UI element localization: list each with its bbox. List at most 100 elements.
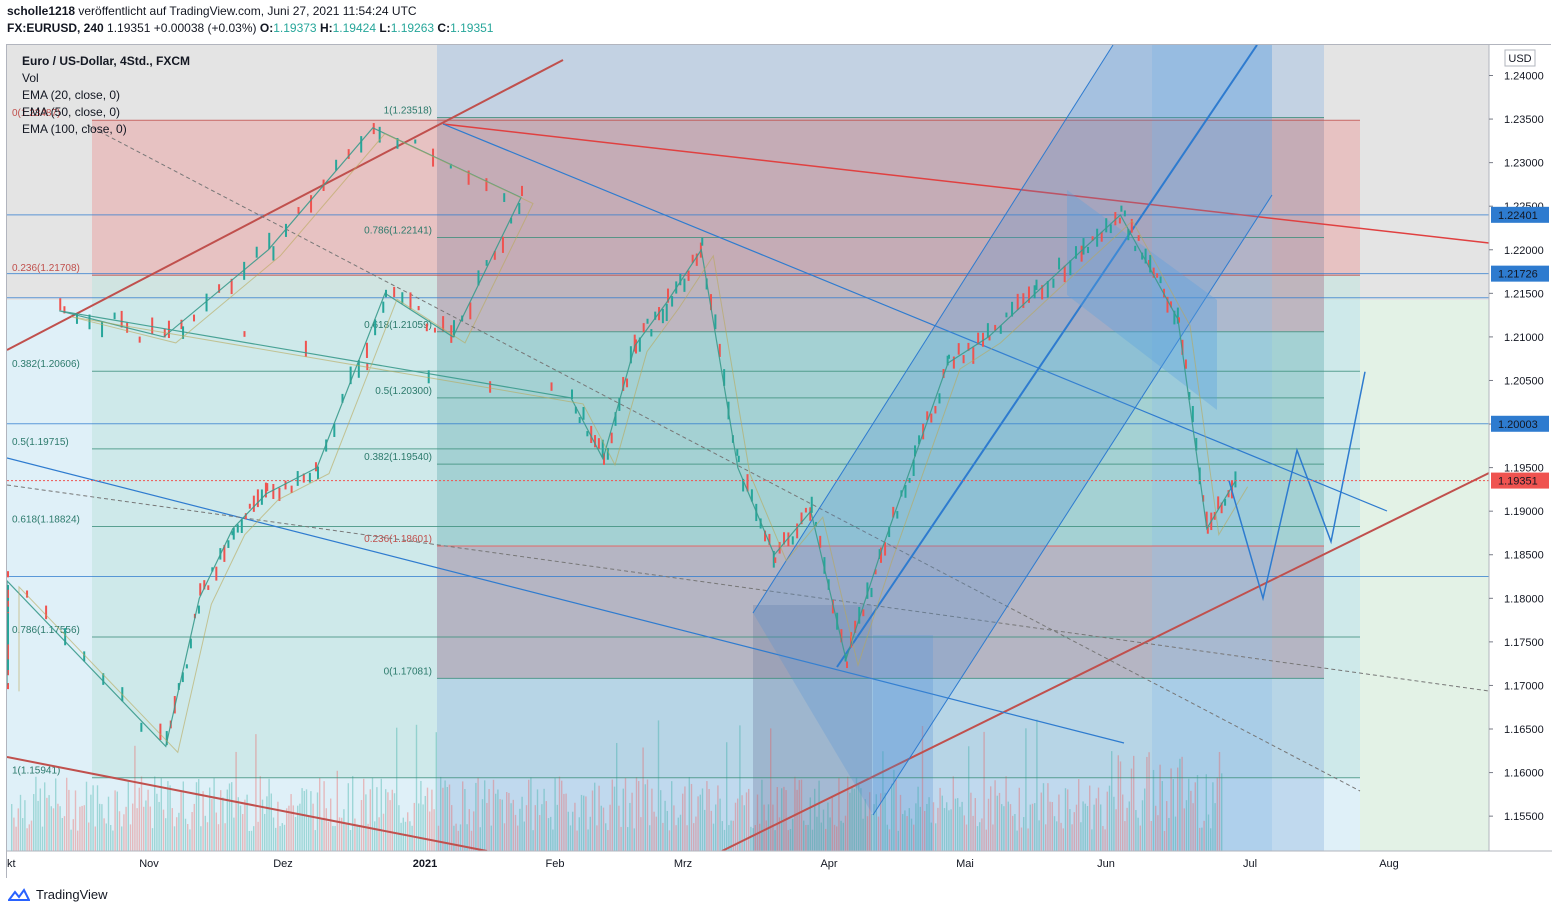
volume-bar (996, 795, 998, 851)
candle (230, 278, 233, 295)
volume-bar (1126, 807, 1128, 851)
volume-bar (198, 778, 200, 851)
candle (714, 314, 717, 330)
legend-ema100[interactable]: EMA (100, close, 0) (22, 122, 127, 136)
volume-bar (512, 799, 514, 851)
volume-bar (404, 821, 407, 851)
volume-bar (354, 818, 356, 851)
candle (1123, 210, 1126, 217)
candle (518, 202, 521, 215)
price-chart[interactable]: 0(1.23487) 0.236(1.21708) 0.382(1.20606) 0.… (7, 45, 1552, 879)
volume-bar (26, 828, 28, 851)
candle (102, 673, 105, 685)
volume-bar (286, 808, 288, 851)
volume-bar (1218, 751, 1221, 851)
candle (231, 531, 234, 536)
candle (772, 550, 775, 568)
candle (586, 431, 589, 437)
volume-bar (1049, 801, 1051, 851)
fib-left-label: 0.5(1.19715) (12, 437, 69, 448)
candle (650, 329, 653, 337)
candle (7, 600, 9, 610)
candle (7, 589, 9, 608)
candle (7, 641, 9, 651)
price-tick-label: 1.24000 (1504, 70, 1544, 82)
volume-bar (387, 792, 389, 851)
volume-bar (118, 811, 121, 851)
price-tick-label: 1.20500 (1504, 375, 1544, 387)
legend-ema50[interactable]: EMA (50, close, 0) (22, 105, 121, 119)
volume-bar (165, 818, 167, 851)
candle (710, 294, 713, 311)
date-tick-label: Nov (139, 858, 159, 870)
volume-bar (829, 817, 831, 851)
volume-bar (651, 788, 653, 851)
volume-bar (820, 822, 822, 851)
candle (746, 474, 749, 492)
volume-bar (270, 793, 272, 851)
volume-bar (756, 794, 759, 851)
volume-bar (464, 789, 466, 851)
volume-bar (710, 810, 712, 851)
volume-bar (550, 816, 552, 851)
tradingview-logo-icon[interactable] (8, 887, 30, 902)
volume-bar (624, 778, 627, 851)
legend-ema20[interactable]: EMA (20, close, 0) (22, 88, 121, 102)
candle (7, 683, 9, 690)
volume-bar (743, 805, 745, 851)
volume-bar (721, 821, 723, 851)
candle (810, 496, 813, 513)
volume-bar (1146, 756, 1148, 851)
candle (266, 483, 269, 492)
volume-bar (1207, 814, 1210, 851)
candle (64, 628, 67, 646)
candle (884, 542, 887, 556)
volume-bar (732, 820, 734, 851)
volume-bar (730, 820, 732, 851)
tradingview-brand[interactable]: TradingView (36, 887, 108, 902)
candle (948, 354, 950, 359)
volume-bar (1031, 803, 1034, 851)
candle (967, 342, 970, 351)
candle (550, 382, 553, 391)
candle (7, 659, 9, 670)
volume-bar (871, 814, 873, 851)
candle (296, 471, 299, 486)
candle (582, 407, 585, 420)
volume-bar (908, 808, 910, 851)
fib-left-label: 0(1.23487) (12, 108, 60, 119)
candle (1033, 285, 1036, 299)
candle (1178, 317, 1180, 323)
candle (646, 318, 649, 324)
volume-bar (154, 776, 156, 851)
volume-bar (1181, 756, 1183, 851)
volume-bar (310, 791, 312, 851)
author-name[interactable]: scholle1218 (7, 4, 76, 18)
falling-flag (1067, 190, 1217, 410)
volume-bar (149, 806, 151, 851)
candle (366, 362, 369, 371)
chart-frame[interactable]: 0(1.23487) 0.236(1.21708) 0.382(1.20606) 0.… (6, 44, 1552, 879)
date-tick-label: 2021 (413, 858, 437, 870)
legend-vol[interactable]: Vol (22, 71, 39, 85)
volume-bar (627, 827, 629, 851)
volume-bar (827, 802, 829, 851)
volume-bar (143, 806, 145, 851)
candle (661, 308, 664, 324)
trend-line-bottom-left (7, 756, 488, 852)
candle (1114, 212, 1117, 226)
volume-bar (248, 830, 250, 851)
volume-bar (321, 818, 323, 851)
candle (918, 435, 921, 445)
chart-title: Euro / US-Dollar, 4Std., FXCM (22, 54, 191, 68)
volume-bar (261, 799, 264, 851)
candle (870, 587, 873, 598)
candle (7, 647, 9, 664)
candle (272, 484, 275, 499)
volume-bar (508, 792, 510, 851)
date-tick-label: Mai (956, 858, 974, 870)
candle (1181, 339, 1184, 355)
publish-header: scholle1218 veröffentlicht auf TradingVi… (7, 4, 417, 18)
volume-bar (981, 818, 983, 851)
volume-bar (994, 780, 996, 851)
